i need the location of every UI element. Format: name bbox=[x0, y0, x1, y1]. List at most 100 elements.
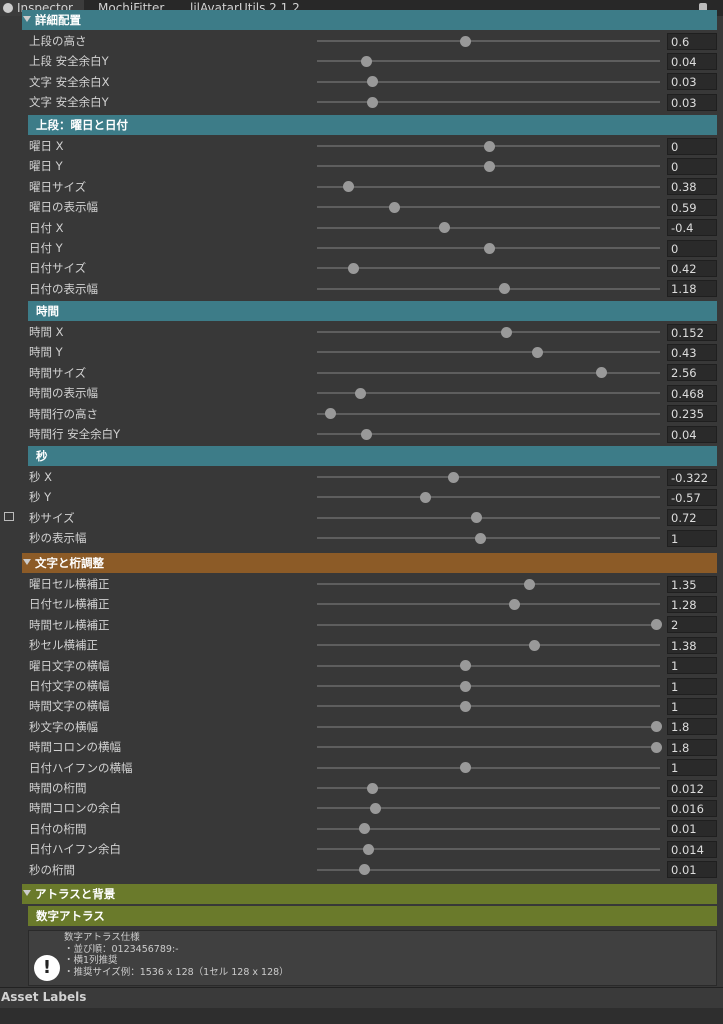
field-label: 曜日セル横補正 bbox=[29, 577, 110, 591]
value-field[interactable]: 2 bbox=[667, 616, 717, 634]
value-field[interactable]: -0.4 bbox=[667, 219, 717, 237]
foldout-arrow bbox=[23, 890, 31, 896]
value-field[interactable]: 1 bbox=[667, 529, 717, 547]
slider-knob[interactable] bbox=[360, 428, 372, 440]
help-text: 数字アトラス仕様 bbox=[64, 932, 140, 943]
field-label: 時間サイズ bbox=[29, 365, 87, 380]
slider-knob[interactable] bbox=[366, 96, 378, 108]
slider-knob[interactable] bbox=[342, 181, 354, 193]
slider-knob[interactable] bbox=[523, 578, 535, 590]
value-field[interactable]: -0.322 bbox=[667, 468, 717, 486]
value-field[interactable]: 0 bbox=[667, 137, 717, 155]
slider-knob[interactable] bbox=[447, 471, 459, 483]
slider-track bbox=[317, 705, 660, 708]
slider-knob[interactable] bbox=[362, 843, 374, 855]
lock-icon[interactable] bbox=[699, 3, 707, 12]
field-label: 時間の表示幅 bbox=[29, 386, 98, 401]
value-field[interactable]: 0.152 bbox=[667, 323, 717, 341]
value-field[interactable]: 0.03 bbox=[667, 93, 717, 111]
slider-knob[interactable] bbox=[498, 283, 510, 295]
slider-knob[interactable] bbox=[459, 35, 471, 47]
value-field[interactable]: 1 bbox=[667, 759, 717, 777]
slider-track bbox=[317, 766, 660, 769]
slider-knob[interactable] bbox=[474, 532, 486, 544]
value-field[interactable]: 0.016 bbox=[667, 799, 717, 817]
help-box bbox=[28, 930, 717, 986]
slider-knob[interactable] bbox=[354, 387, 366, 399]
value-field[interactable]: 0.235 bbox=[667, 405, 717, 423]
slider-knob[interactable] bbox=[650, 619, 662, 631]
slider-knob[interactable] bbox=[358, 823, 370, 835]
value-field[interactable]: 1.35 bbox=[667, 575, 717, 593]
slider-knob[interactable] bbox=[595, 367, 607, 379]
value-field[interactable]: 1.8 bbox=[667, 718, 717, 736]
slider-track bbox=[317, 80, 660, 83]
value-field[interactable]: 0.72 bbox=[667, 509, 717, 527]
value-field[interactable]: 0 bbox=[667, 239, 717, 257]
value-field[interactable]: 1 bbox=[667, 697, 717, 715]
slider-knob[interactable] bbox=[388, 201, 400, 213]
slider-knob[interactable] bbox=[358, 864, 370, 876]
slider-knob[interactable] bbox=[369, 802, 381, 814]
slider-knob[interactable] bbox=[360, 55, 372, 67]
slider-track bbox=[317, 827, 660, 830]
warning-icon: ! bbox=[34, 955, 60, 981]
value-field[interactable]: 1 bbox=[667, 677, 717, 695]
slider-knob[interactable] bbox=[459, 700, 471, 712]
slider-knob[interactable] bbox=[650, 741, 662, 753]
slider-knob[interactable] bbox=[650, 721, 662, 733]
value-field[interactable]: 0.59 bbox=[667, 198, 717, 216]
value-field[interactable]: 0.01 bbox=[667, 861, 717, 879]
section-header: 文字と桁調整 bbox=[22, 553, 717, 573]
slider-knob[interactable] bbox=[508, 598, 520, 610]
slider-knob[interactable] bbox=[324, 408, 336, 420]
value-field[interactable]: 0.468 bbox=[667, 384, 717, 402]
slider-knob[interactable] bbox=[483, 242, 495, 254]
slider-knob[interactable] bbox=[500, 326, 512, 338]
value-field[interactable]: 1.8 bbox=[667, 738, 717, 756]
slider-knob[interactable] bbox=[459, 660, 471, 672]
lock-icon bbox=[4, 512, 14, 521]
slider-knob[interactable] bbox=[459, 680, 471, 692]
slider-knob[interactable] bbox=[366, 76, 378, 88]
value-field[interactable]: 0.012 bbox=[667, 779, 717, 797]
slider-knob[interactable] bbox=[438, 222, 450, 234]
slider-knob[interactable] bbox=[531, 346, 543, 358]
value-field[interactable]: 1.38 bbox=[667, 636, 717, 654]
field-label: 秒サイズ bbox=[29, 510, 75, 525]
value-field[interactable]: 1.18 bbox=[667, 280, 717, 298]
slider-knob[interactable] bbox=[347, 262, 359, 274]
slider-track bbox=[317, 746, 660, 749]
value-field[interactable]: 0.01 bbox=[667, 820, 717, 838]
slider-track bbox=[317, 516, 660, 519]
value-field[interactable]: 0.43 bbox=[667, 343, 717, 361]
field-label: 時間 Y bbox=[29, 345, 63, 360]
value-field[interactable]: 1.28 bbox=[667, 595, 717, 613]
value-field[interactable]: 0 bbox=[667, 157, 717, 175]
value-field[interactable]: 2.56 bbox=[667, 364, 717, 382]
value-field[interactable]: 0.014 bbox=[667, 840, 717, 858]
slider-knob[interactable] bbox=[483, 140, 495, 152]
value-field[interactable]: 0.04 bbox=[667, 52, 717, 70]
value-field[interactable]: 1 bbox=[667, 657, 717, 675]
slider-track bbox=[317, 392, 660, 395]
value-field[interactable]: 0.6 bbox=[667, 32, 717, 50]
value-field[interactable]: -0.57 bbox=[667, 488, 717, 506]
section-header: 時間 bbox=[28, 301, 717, 321]
help-text: ・推奨サイズ例：1536 x 128（1セル 128 x 128） bbox=[64, 966, 289, 978]
slider-knob[interactable] bbox=[419, 491, 431, 503]
field-label: 日付の桁間 bbox=[29, 821, 87, 836]
slider-knob[interactable] bbox=[528, 639, 540, 651]
slider-knob[interactable] bbox=[470, 512, 482, 524]
field-label: 秒セル横補正 bbox=[29, 638, 98, 653]
value-field[interactable]: 0.42 bbox=[667, 259, 717, 277]
value-field[interactable]: 0.04 bbox=[667, 425, 717, 443]
slider-knob[interactable] bbox=[459, 762, 471, 774]
value-field[interactable]: 0.38 bbox=[667, 178, 717, 196]
field-label: 秒 Y bbox=[29, 490, 52, 505]
slider-knob[interactable] bbox=[483, 160, 495, 172]
value-field[interactable]: 0.03 bbox=[667, 73, 717, 91]
slider-knob[interactable] bbox=[366, 782, 378, 794]
slider-track bbox=[317, 868, 660, 871]
